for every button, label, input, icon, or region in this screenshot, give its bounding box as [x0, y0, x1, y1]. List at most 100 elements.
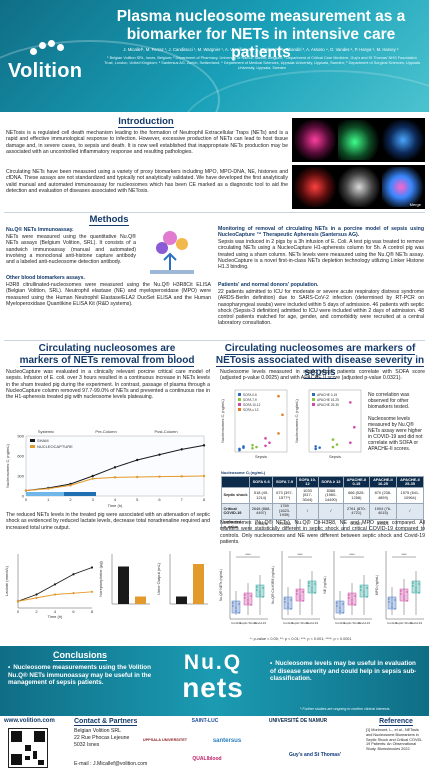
- x-tick-label: Septic Shock: [291, 621, 309, 625]
- x-tick-label: Control: [387, 621, 397, 625]
- x-tick-label: 5: [136, 497, 139, 502]
- legend-swatch: [30, 445, 35, 448]
- data-point: [251, 446, 254, 450]
- monitoring-text: Sepsis was induced in 2 pigs by a 3h inf…: [218, 239, 424, 271]
- data-point: [180, 475, 183, 478]
- phase-label: Post-Column: [154, 429, 177, 434]
- left-results-paragraph-2: The reduced NETs levels in the treated p…: [6, 512, 210, 531]
- data-point: [349, 441, 352, 444]
- data-point: [336, 605, 338, 607]
- box: [399, 588, 409, 602]
- data-point: [348, 594, 350, 596]
- x-tick-label: 0: [17, 609, 20, 614]
- decorative-wave: [180, 70, 429, 112]
- data-point: [259, 591, 261, 593]
- right-results-paragraph-1: Nucleosome levels measured in septic sho…: [220, 369, 425, 382]
- data-point: [251, 443, 254, 447]
- norepinephrine-chart: Norepinephrine (μg): [98, 548, 154, 620]
- legend-label: SOFA 10-12: [243, 403, 261, 407]
- contact-email[interactable]: E-mail : J.Micallef@volition.com: [74, 761, 148, 767]
- data-point: [299, 595, 301, 597]
- introduction-paragraph-2: Circulating NETs have been measured usin…: [6, 169, 288, 194]
- data-point: [244, 597, 246, 599]
- data-point: [388, 598, 390, 600]
- data-point: [311, 590, 313, 592]
- legend-label: SOFA 0-6: [243, 393, 257, 397]
- x-tick-label: 0: [25, 497, 28, 502]
- no-correlation-note: No correlation was observed for other bi…: [368, 392, 410, 410]
- volition-logo: Volition: [8, 40, 88, 90]
- box: [387, 596, 397, 610]
- table-row: Critical COVID-19 2648 (888-4497) 1769 (16…: [220, 502, 425, 520]
- data-point: [24, 489, 28, 492]
- y-tick-label: 0: [22, 494, 25, 499]
- unamur-logo: UNIVERSITÉ DE NAMUR: [268, 718, 328, 724]
- data-point: [403, 598, 405, 600]
- data-point: [331, 445, 335, 449]
- patients-text: 22 patients admitted to ICU for moderate…: [218, 289, 424, 327]
- website-link[interactable]: www.volition.com: [4, 718, 55, 724]
- table-row: Septic shock 518 (49-1214) 673 (397-1577*)…: [220, 487, 425, 504]
- section-divider: [4, 340, 425, 341]
- lactate-chart: 0 2 4 6 8 Time (h) Lactate (mmol/L): [4, 548, 96, 620]
- data-point: [388, 601, 390, 603]
- data-point: [354, 595, 356, 597]
- data-point: [180, 448, 183, 451]
- data-point: [53, 593, 57, 596]
- data-point: [415, 587, 417, 589]
- data-point: [302, 591, 304, 593]
- data-point: [238, 603, 240, 605]
- legend-label: SOFA 7-9: [243, 398, 257, 402]
- legend-swatch: [312, 393, 315, 396]
- left-results-paragraph-1: NucleoCapture was evaluated in a clinica…: [6, 369, 210, 401]
- data-point: [342, 612, 344, 614]
- bar: [176, 596, 187, 604]
- section-divider: [4, 212, 425, 213]
- qr-code-icon[interactable]: [8, 728, 48, 768]
- x-axis-label: Time (h): [108, 503, 123, 508]
- poster-footer: www.volition.com Contact & Partners Belg…: [0, 716, 429, 772]
- data-point: [302, 600, 304, 602]
- data-point: [158, 475, 161, 478]
- x-tick-label: Covid-19: [358, 621, 370, 625]
- bar: [193, 564, 204, 604]
- patients-block: Patients' and normal donors' population.: [218, 282, 424, 288]
- data-point: [412, 585, 414, 587]
- reference-heading: Reference: [379, 718, 413, 726]
- introduction-heading: Introduction: [118, 116, 174, 128]
- x-tick-label: 6: [72, 609, 75, 614]
- data-point: [90, 566, 94, 569]
- y-axis-label: Lactate (mmol/L): [4, 565, 9, 596]
- data-point: [69, 484, 72, 487]
- data-point: [35, 593, 38, 596]
- monitoring-block: Monitoring of removal of circulating NET…: [218, 226, 424, 239]
- series-line: [17, 591, 93, 602]
- right-results-heading: Circulating nucleosomes are markers of N…: [215, 343, 425, 379]
- data-point: [72, 592, 75, 595]
- x-tick-label: 1: [47, 497, 50, 502]
- data-point: [91, 474, 94, 478]
- data-point: [136, 475, 139, 479]
- urine-svg: Urine Output (mL): [156, 554, 208, 605]
- box: [411, 580, 421, 594]
- data-point: [406, 591, 408, 593]
- data-point: [290, 599, 292, 601]
- microscopy-image-top: [292, 118, 425, 162]
- data-point: [235, 610, 237, 612]
- box: [359, 584, 369, 598]
- data-point: [296, 593, 298, 595]
- x-tick-label: 7: [181, 497, 184, 502]
- data-point: [284, 601, 286, 603]
- pvalue-legend: *: p-value < 0.05; **: p < 0.01; ***: p …: [250, 637, 352, 641]
- other-assays-title: Other blood biomarkers assays.: [6, 275, 85, 281]
- data-point: [415, 590, 417, 592]
- x-tick-label: Covid-19: [306, 621, 318, 625]
- data-point: [351, 599, 353, 601]
- nets-removal-chart: Systemic Pre-Column Post-Column 0 300 600 900 0…: [4, 422, 212, 508]
- introduction-paragraph-1: NETosis is a regulated cell death mechan…: [6, 130, 288, 155]
- data-point: [366, 587, 368, 589]
- biomarker-box-charts: Nu.Q® NETs (ng/mL) Control Septic Shock Cov…: [218, 545, 426, 637]
- data-point: [90, 590, 94, 593]
- reference-text: [1] Morimont, L., et al., NETosis and Nu…: [366, 728, 423, 752]
- immunoassay-diagram: [150, 231, 194, 274]
